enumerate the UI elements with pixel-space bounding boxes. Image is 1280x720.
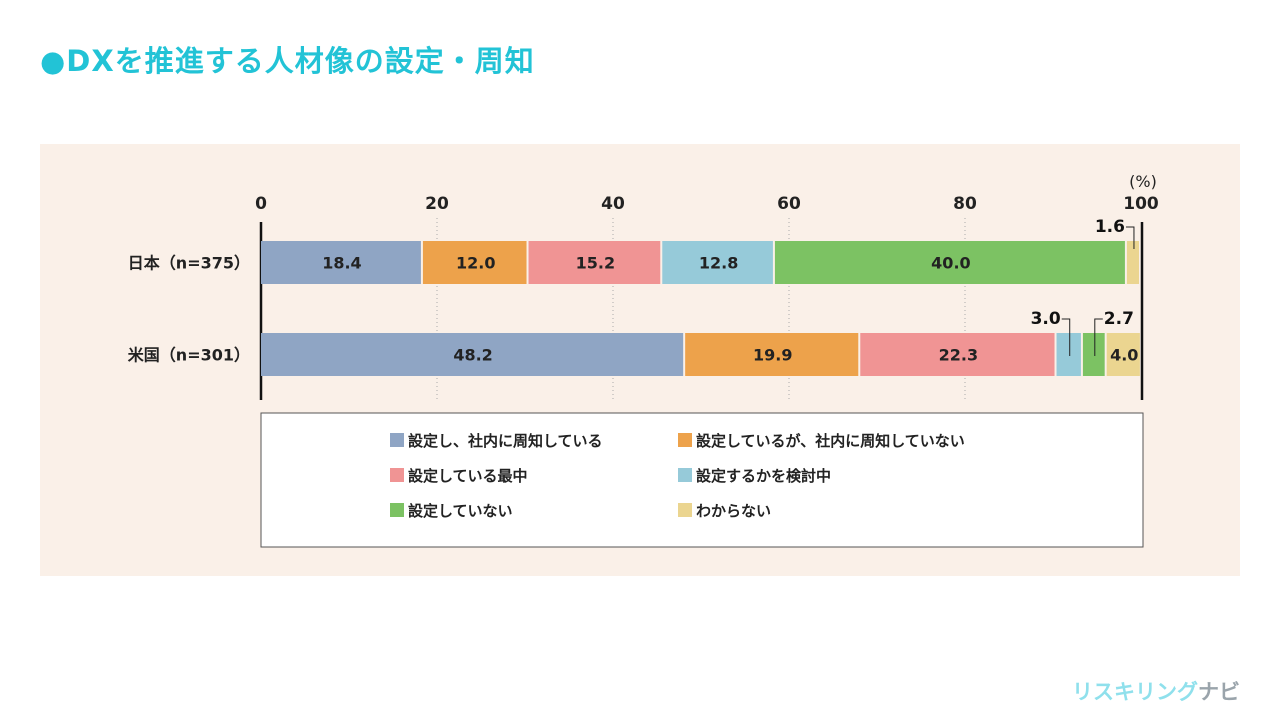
bar-segment: [1082, 333, 1105, 376]
bar-segment: [1056, 333, 1081, 376]
legend-label: 設定しているが、社内に周知していない: [696, 432, 965, 450]
data-label: 3.0: [1031, 309, 1061, 329]
data-label: 4.0: [1110, 346, 1138, 365]
data-label: 48.2: [453, 346, 492, 365]
x-tick-label: 80: [953, 194, 977, 214]
x-tick-label: 0: [255, 194, 267, 214]
data-label: 18.4: [322, 254, 361, 273]
x-tick-label: 60: [777, 194, 801, 214]
legend-swatch: [678, 503, 692, 517]
leader-line: [1094, 318, 1103, 356]
x-tick-label: 100: [1123, 194, 1159, 214]
legend-label: 設定していない: [408, 502, 513, 520]
bar-segment: [860, 333, 1055, 376]
bar-segment: [774, 241, 1125, 284]
x-tick-label: 40: [601, 194, 625, 214]
data-label: 1.6: [1095, 217, 1125, 237]
legend-label: 設定している最中: [408, 467, 528, 485]
bar-segment: [261, 241, 421, 284]
bar-segment: [1106, 333, 1140, 376]
bar-segment: [422, 241, 527, 284]
data-label: 19.9: [753, 346, 792, 365]
data-label: 40.0: [931, 254, 970, 273]
legend-swatch: [678, 433, 692, 447]
unit-label: (%): [1129, 172, 1157, 191]
data-label: 15.2: [576, 254, 615, 273]
bar-segment: [528, 241, 661, 284]
x-tick-label: 20: [425, 194, 449, 214]
bar-segment: [261, 333, 684, 376]
bar-segment: [662, 241, 773, 284]
leader-line: [1061, 318, 1071, 356]
legend-swatch: [390, 433, 404, 447]
legend-label: わからない: [696, 502, 771, 520]
bar-segment: [685, 333, 859, 376]
legend-label: 設定し、社内に周知している: [408, 432, 603, 450]
legend-swatch: [390, 503, 404, 517]
legend-label: 設定するかを検討中: [696, 467, 831, 485]
data-label: 2.7: [1104, 309, 1134, 329]
data-label: 12.8: [699, 254, 738, 273]
logo-main: リスキリング: [1072, 680, 1198, 704]
logo-sub: ナビ: [1198, 680, 1240, 704]
data-label: 12.0: [456, 254, 495, 273]
logo: リスキリングナビ: [1072, 676, 1240, 706]
data-label: 22.3: [939, 346, 978, 365]
category-label: 日本（n=375）: [128, 254, 250, 273]
leader-line: [1125, 226, 1135, 249]
category-label: 米国（n=301）: [128, 346, 250, 365]
legend-swatch: [390, 468, 404, 482]
legend-swatch: [678, 468, 692, 482]
legend-box: [260, 412, 1144, 548]
page-title: ●DXを推進する人材像の設定・周知: [40, 44, 535, 78]
bar-segment: [1126, 241, 1139, 284]
